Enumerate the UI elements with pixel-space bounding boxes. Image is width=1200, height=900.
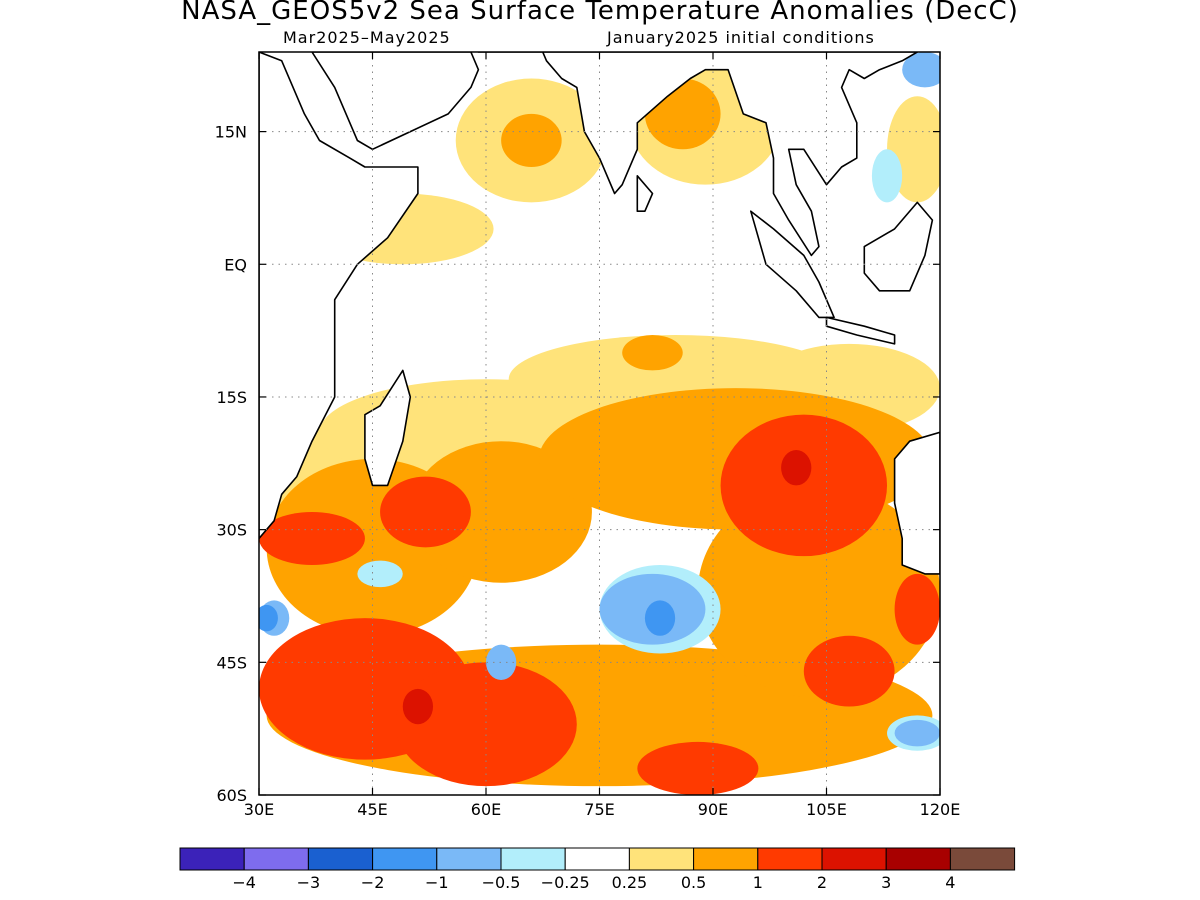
lon-tick-label: 90E (698, 800, 728, 819)
anomaly-patch (259, 604, 278, 632)
lat-tick-label: 30S (216, 521, 247, 540)
colorbar-swatch (179, 847, 245, 871)
colorbar-label: 0.5 (681, 873, 706, 892)
anomaly-patch (781, 450, 812, 486)
anomaly-level-3 (402, 450, 812, 725)
colorbar-label: −4 (232, 873, 256, 892)
axis-ticks: 30E 45E 60E 75E 90E 105E 120E 15N EQ 15S 30S 45S 60S (215, 52, 961, 819)
colorbar-label: 0.25 (612, 873, 648, 892)
anomaly-patch (259, 511, 365, 566)
lon-tick-label: 30E (244, 800, 274, 819)
forecast-period: Mar2025–May2025 (283, 28, 451, 47)
anomaly-patch (402, 688, 434, 725)
colorbar-swatch (243, 847, 309, 871)
anomaly-patch (894, 719, 940, 747)
colorbar-swatch (372, 847, 438, 871)
landmass (863, 201, 934, 292)
landmass (636, 175, 654, 212)
landmass (311, 52, 480, 151)
anomaly-fields (259, 52, 940, 795)
colorbar-label: 3 (881, 873, 891, 892)
colorbar-label: −2 (361, 873, 385, 892)
colorbar-swatch (436, 847, 502, 871)
anomaly-patch (871, 149, 903, 203)
chart-title: NASA_GEOS5v2 Sea Surface Temperature Ano… (181, 0, 1019, 26)
landmass (893, 431, 940, 575)
lat-tick-label: 15S (216, 388, 247, 407)
initial-conditions: January2025 initial conditions (607, 28, 875, 47)
colorbar: −4 −3 −2 −1 −0.5 −0.25 0.25 0.5 1 2 3 4 (179, 847, 1016, 892)
landmass (477, 52, 919, 257)
anomaly-patch (395, 662, 577, 787)
colorbar-swatch (757, 847, 823, 871)
colorbar-swatch (628, 847, 695, 871)
colorbar-swatch (885, 847, 951, 871)
anomaly-patch (644, 600, 676, 636)
lon-tick-label: 75E (584, 800, 614, 819)
colorbar-label: 1 (753, 873, 763, 892)
anomaly-patch (380, 476, 471, 548)
lon-tick-label: 105E (806, 800, 847, 819)
anomaly-patch (486, 644, 517, 681)
colorbar-swatch (564, 847, 630, 871)
colorbar-label: −1 (425, 873, 449, 892)
lon-tick-label: 60E (471, 800, 501, 819)
colorbar-swatch (693, 847, 759, 871)
anomaly-patch (357, 560, 403, 588)
anomaly-patch (720, 414, 888, 557)
colorbar-label: −0.25 (541, 873, 590, 892)
landmass (259, 52, 419, 540)
colorbar-label: 2 (817, 873, 827, 892)
lat-tick-label: 45S (216, 653, 247, 672)
lon-tick-label: 45E (357, 800, 387, 819)
lat-tick-label: 60S (216, 786, 247, 805)
colorbar-swatch (949, 847, 1016, 871)
landmass (825, 316, 896, 345)
lon-tick-label: 120E (920, 800, 961, 819)
anomaly-patch (637, 741, 759, 795)
anomaly-patch (501, 113, 562, 167)
anomaly-patch (894, 573, 940, 645)
anomaly-patch (902, 52, 940, 88)
anomaly-level-2 (259, 414, 940, 795)
colorbar-label: −0.5 (482, 873, 521, 892)
colorbar-swatch (500, 847, 566, 871)
lat-tick-label: EQ (224, 255, 247, 274)
colorbar-swatch (821, 847, 887, 871)
anomaly-patch (622, 335, 683, 371)
lat-tick-label: 15N (215, 123, 247, 142)
lat-lon-grid (259, 52, 940, 795)
colorbar-label: −3 (297, 873, 321, 892)
anomaly-level-6 (259, 600, 676, 636)
colorbar-swatch (307, 847, 374, 871)
landmass (364, 369, 412, 487)
colorbar-label: 4 (945, 873, 955, 892)
land-masses (259, 52, 940, 575)
anomaly-patch (803, 635, 895, 707)
